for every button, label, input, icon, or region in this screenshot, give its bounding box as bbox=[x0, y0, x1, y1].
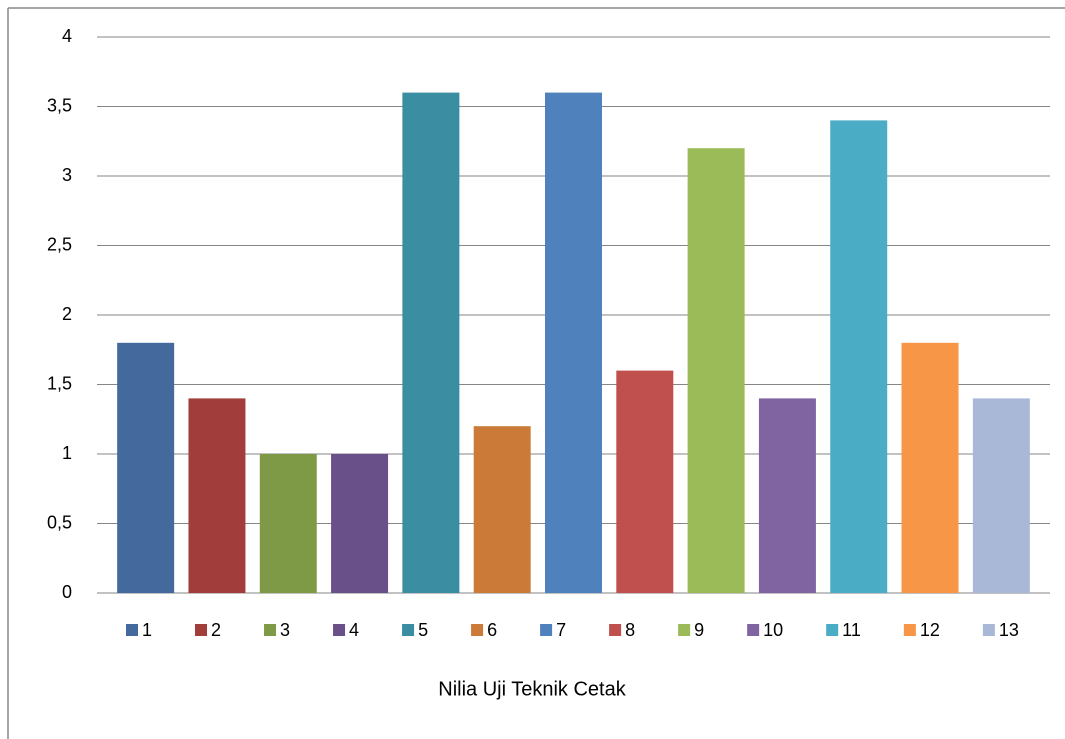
legend-swatch bbox=[609, 624, 622, 636]
legend-label: 7 bbox=[556, 620, 566, 640]
legend-label: 11 bbox=[842, 620, 861, 640]
legend-label: 12 bbox=[920, 620, 940, 640]
legend-label: 1 bbox=[142, 620, 152, 640]
legend-swatch bbox=[195, 624, 208, 636]
x-axis-title: Nilia Uji Teknik Cetak bbox=[438, 678, 626, 700]
legend-swatch bbox=[333, 624, 346, 636]
legend-swatch bbox=[678, 624, 691, 636]
legend-label: 4 bbox=[349, 620, 359, 640]
legend-swatch bbox=[264, 624, 277, 636]
bar bbox=[188, 398, 246, 593]
legend-swatch bbox=[903, 624, 916, 636]
bar bbox=[259, 454, 317, 593]
bar bbox=[972, 398, 1030, 593]
legend-label: 8 bbox=[625, 620, 635, 640]
bar bbox=[545, 92, 602, 593]
bar bbox=[331, 454, 389, 593]
legend-label: 2 bbox=[211, 620, 221, 640]
y-tick-label: 2 bbox=[62, 304, 72, 324]
legend-label: 3 bbox=[280, 620, 290, 640]
legend-label: 13 bbox=[999, 620, 1019, 640]
bar bbox=[402, 92, 460, 593]
legend-swatch bbox=[826, 624, 839, 636]
legend-label: 9 bbox=[694, 620, 704, 640]
bar bbox=[616, 370, 674, 593]
legend-swatch bbox=[747, 624, 760, 636]
bar bbox=[473, 426, 531, 593]
bar bbox=[830, 120, 888, 594]
legend-swatch bbox=[982, 624, 995, 636]
bar bbox=[758, 398, 816, 593]
bar bbox=[117, 342, 175, 593]
y-tick-label: 3,5 bbox=[47, 95, 72, 115]
legend-swatch bbox=[126, 624, 138, 636]
y-tick-label: 3 bbox=[62, 165, 72, 185]
bar bbox=[687, 148, 745, 593]
y-tick-label: 0,5 bbox=[47, 512, 72, 532]
y-tick-label: 4 bbox=[62, 26, 72, 46]
legend-label: 5 bbox=[418, 620, 428, 640]
y-tick-label: 0 bbox=[62, 582, 72, 602]
legend-swatch bbox=[402, 624, 415, 636]
legend-label: 6 bbox=[487, 620, 497, 640]
y-tick-label: 2,5 bbox=[47, 234, 72, 254]
y-tick-label: 1 bbox=[62, 443, 72, 463]
y-tick-label: 1,5 bbox=[47, 373, 72, 393]
legend-label: 10 bbox=[763, 620, 783, 640]
legend-swatch bbox=[471, 624, 484, 636]
bar bbox=[901, 342, 959, 593]
legend-swatch bbox=[540, 624, 553, 636]
